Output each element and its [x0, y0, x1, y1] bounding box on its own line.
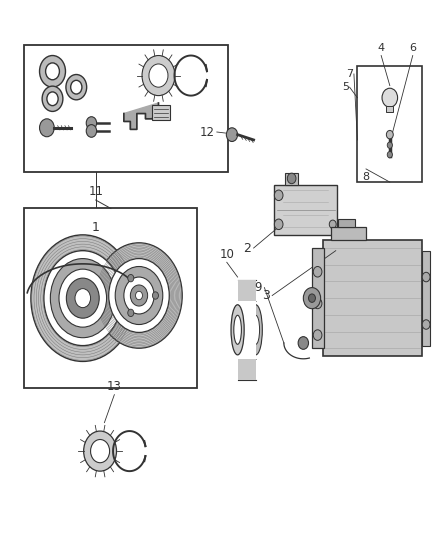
- Circle shape: [422, 272, 430, 282]
- Circle shape: [313, 298, 322, 309]
- Text: 6: 6: [409, 43, 416, 53]
- Circle shape: [152, 292, 159, 299]
- Bar: [25, 45, 228, 172]
- Bar: [323, 240, 422, 356]
- Text: 7: 7: [346, 69, 353, 79]
- Ellipse shape: [252, 316, 260, 344]
- Circle shape: [128, 274, 134, 282]
- Circle shape: [386, 131, 393, 139]
- Bar: [338, 219, 355, 227]
- Circle shape: [422, 320, 430, 329]
- Bar: [152, 105, 170, 120]
- Text: 11: 11: [88, 185, 103, 198]
- Text: 8: 8: [363, 172, 370, 182]
- Circle shape: [298, 337, 308, 349]
- Circle shape: [44, 251, 122, 345]
- Circle shape: [84, 431, 117, 471]
- Circle shape: [387, 142, 392, 148]
- Circle shape: [115, 266, 163, 325]
- Bar: [237, 301, 256, 359]
- Bar: [237, 280, 256, 380]
- Text: 12: 12: [200, 125, 215, 139]
- Circle shape: [50, 259, 115, 338]
- Text: 3: 3: [262, 289, 270, 302]
- Text: 5: 5: [342, 82, 349, 92]
- Circle shape: [42, 86, 63, 111]
- Circle shape: [66, 75, 87, 100]
- Circle shape: [46, 63, 60, 80]
- Circle shape: [308, 294, 315, 302]
- Text: 1: 1: [92, 221, 100, 233]
- Circle shape: [387, 151, 392, 158]
- Circle shape: [86, 117, 97, 130]
- Text: 2: 2: [244, 241, 251, 255]
- Ellipse shape: [234, 316, 241, 344]
- Circle shape: [66, 278, 99, 318]
- Bar: [25, 208, 198, 388]
- Circle shape: [59, 269, 106, 327]
- Bar: [422, 251, 430, 345]
- Ellipse shape: [231, 305, 244, 355]
- Text: 13: 13: [107, 380, 122, 393]
- Circle shape: [109, 259, 169, 333]
- Circle shape: [304, 288, 321, 309]
- Circle shape: [75, 289, 91, 308]
- Bar: [274, 185, 337, 235]
- Circle shape: [142, 55, 175, 95]
- Circle shape: [91, 440, 110, 463]
- Bar: [285, 173, 298, 185]
- Circle shape: [124, 277, 154, 314]
- Circle shape: [47, 92, 58, 106]
- Circle shape: [86, 125, 97, 138]
- Polygon shape: [124, 103, 159, 130]
- Circle shape: [39, 119, 54, 137]
- Circle shape: [149, 64, 168, 87]
- Circle shape: [226, 128, 237, 141]
- Circle shape: [131, 285, 148, 306]
- Circle shape: [329, 220, 336, 229]
- Bar: [312, 248, 324, 348]
- Circle shape: [135, 292, 142, 300]
- Text: 4: 4: [378, 43, 385, 53]
- Circle shape: [128, 309, 134, 317]
- Bar: [332, 227, 366, 240]
- Circle shape: [313, 266, 322, 277]
- Circle shape: [313, 330, 322, 341]
- Circle shape: [274, 219, 283, 230]
- Circle shape: [382, 88, 398, 107]
- Circle shape: [274, 190, 283, 200]
- Text: 10: 10: [219, 248, 234, 261]
- Circle shape: [31, 235, 134, 361]
- Bar: [357, 66, 422, 182]
- Circle shape: [39, 55, 66, 87]
- Bar: [386, 106, 393, 112]
- Circle shape: [96, 243, 182, 348]
- Text: 9: 9: [255, 281, 262, 294]
- Ellipse shape: [249, 305, 262, 355]
- Circle shape: [71, 80, 82, 94]
- Circle shape: [287, 173, 296, 184]
